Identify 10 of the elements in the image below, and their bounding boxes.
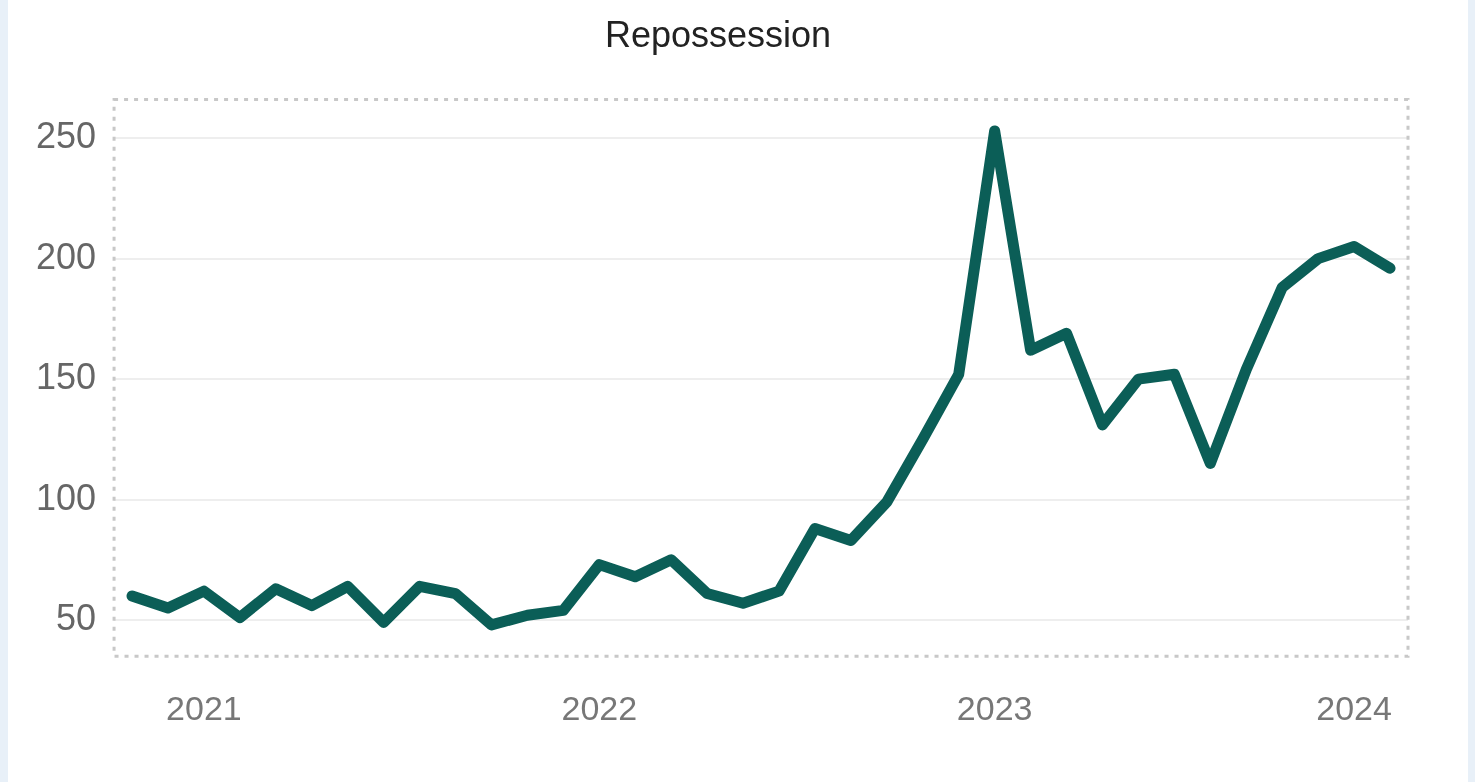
y-tick-label: 250 (35, 115, 97, 157)
x-tick-label: 2023 (956, 688, 1033, 727)
y-tick-label: 150 (35, 356, 97, 398)
y-tick-label: 200 (35, 235, 97, 277)
x-tick-label: 2024 (1316, 688, 1392, 727)
y-tick-label: 50 (56, 596, 97, 638)
chart-title: Repossession (603, 14, 833, 56)
x-tick-label: 2022 (561, 688, 638, 727)
x-tick-label: 2021 (166, 688, 242, 727)
y-tick-label: 100 (35, 476, 97, 518)
